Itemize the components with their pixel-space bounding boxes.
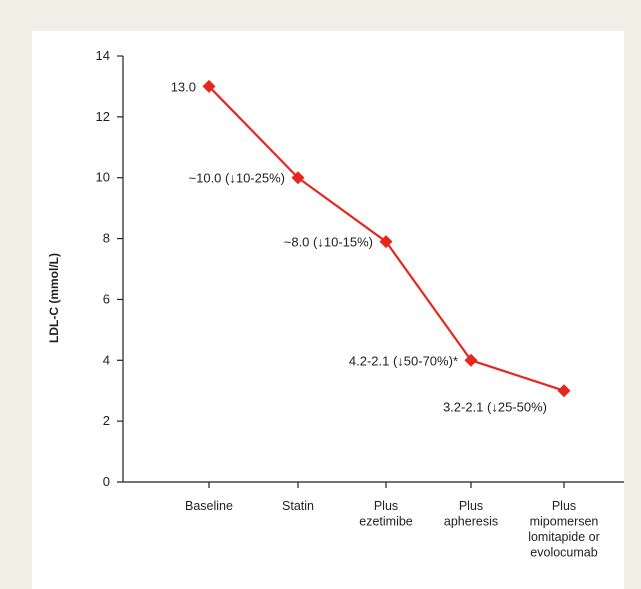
x-tick-label-line: ezetimibe [359, 515, 413, 529]
data-point [557, 384, 571, 398]
x-tick-label-line: Statin [282, 499, 314, 513]
x-tick-label-line: Plus [552, 499, 576, 513]
x-tick-label-line: Plus [374, 499, 398, 513]
x-tick-label-line: mipomersen [530, 515, 599, 529]
y-tick-label: 4 [103, 352, 110, 367]
x-tick-label-line: apheresis [444, 515, 498, 529]
y-tick-label: 10 [96, 170, 110, 185]
y-axis-label: LDL-C (mmol/L) [47, 253, 61, 343]
y-tick-label: 2 [103, 413, 110, 428]
data-label: 4.2-2.1 (↓50-70%)* [349, 353, 458, 368]
y-axis: 0 2 4 6 8 10 12 14 [96, 48, 124, 489]
y-tick-label: 12 [96, 109, 110, 124]
chart-panel: 0 2 4 6 8 10 12 14 Baseline Statin Plus ezetimibe P… [32, 31, 624, 589]
y-tick-label: 6 [103, 291, 110, 306]
data-label: 3.2-2.1 (↓25-50%) [443, 400, 547, 415]
series-group: 13.0 ~10.0 (↓10-25%) ~8.0 (↓10-15%) 4.2-2.1… [171, 79, 571, 415]
x-tick-label-line: Baseline [185, 499, 233, 513]
x-tick-label: Baseline [185, 499, 233, 513]
y-tick-label: 14 [96, 48, 110, 63]
y-tick-label: 0 [103, 474, 110, 489]
x-tick-label: Statin [282, 499, 314, 513]
x-tick-label: Plus apheresis [444, 499, 498, 529]
data-point [464, 353, 478, 367]
x-tick-label: Plus ezetimibe [359, 499, 413, 529]
x-tick-label-line: lomitapide or [528, 530, 600, 544]
x-tick-label-line: evolocumab [530, 546, 597, 560]
y-tick-label: 8 [103, 231, 110, 246]
data-point [379, 235, 393, 249]
x-axis: Baseline Statin Plus ezetimibe Plus apheresis… [123, 481, 624, 560]
x-tick-label: Plus mipomersen lomitapide or evolocumab [528, 499, 600, 560]
data-label: ~8.0 (↓10-15%) [284, 235, 373, 250]
x-tick-label-line: Plus [459, 499, 483, 513]
data-point [202, 79, 216, 93]
data-label: 13.0 [171, 79, 196, 94]
data-point [291, 171, 305, 185]
data-label: ~10.0 (↓10-25%) [189, 171, 285, 186]
